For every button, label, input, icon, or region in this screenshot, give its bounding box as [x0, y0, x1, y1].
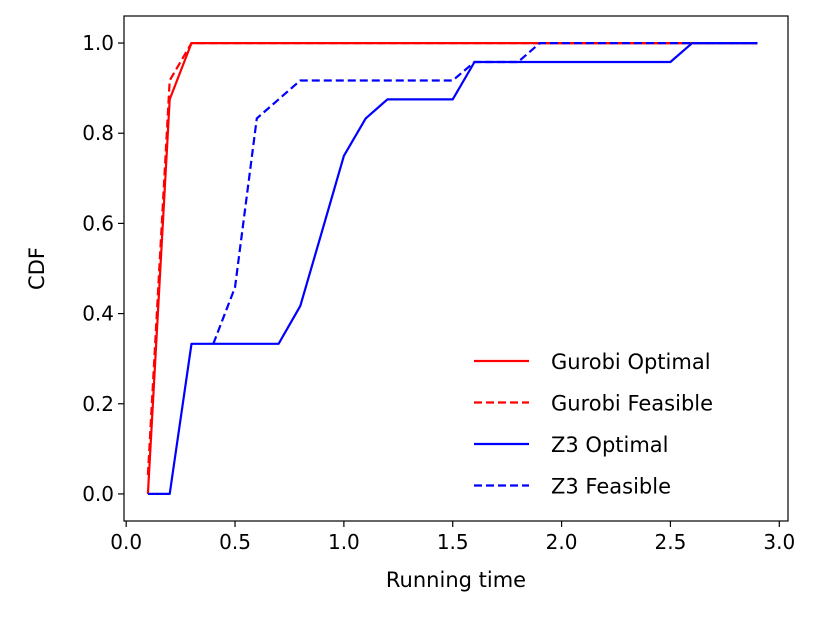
- y-tick-label: 0.2: [82, 392, 114, 416]
- legend-label: Z3 Optimal: [551, 433, 669, 457]
- x-tick-label: 0.0: [110, 530, 142, 554]
- x-axis-label: Running time: [386, 568, 526, 592]
- y-tick-label: 0.4: [82, 302, 114, 326]
- y-axis-label: CDF: [25, 247, 49, 290]
- series-line-z3-optimal: [147, 41, 758, 495]
- x-tick-label: 0.5: [219, 530, 251, 554]
- x-tick-label: 2.5: [655, 530, 687, 554]
- y-tick-label: 0.6: [82, 211, 114, 235]
- y-tick-label: 0.8: [82, 121, 114, 145]
- series-line-z3-feasible: [212, 41, 758, 345]
- y-tick-label: 0.0: [82, 482, 114, 506]
- legend-label: Z3 Feasible: [551, 475, 671, 499]
- x-axis-ticks: 0.0 0.5 1.0 1.5 2.0 2.5 3.0: [110, 521, 795, 554]
- legend-label: Gurobi Feasible: [551, 392, 713, 416]
- x-tick-label: 1.0: [328, 530, 360, 554]
- y-axis-ticks: 0.0 0.2 0.4 0.6 0.8 1.0: [82, 31, 124, 506]
- legend-label: Gurobi Optimal: [551, 350, 711, 374]
- y-tick-label: 1.0: [82, 31, 114, 55]
- x-tick-label: 3.0: [763, 530, 795, 554]
- legend: Gurobi Optimal Gurobi Feasible Z3 Optimal Z…: [474, 350, 713, 499]
- x-tick-label: 1.5: [437, 530, 469, 554]
- axes-frame: [123, 15, 789, 522]
- x-tick-label: 2.0: [546, 530, 578, 554]
- series-line-gurobi-feasible: [146, 41, 758, 476]
- plot-lines: [146, 41, 758, 495]
